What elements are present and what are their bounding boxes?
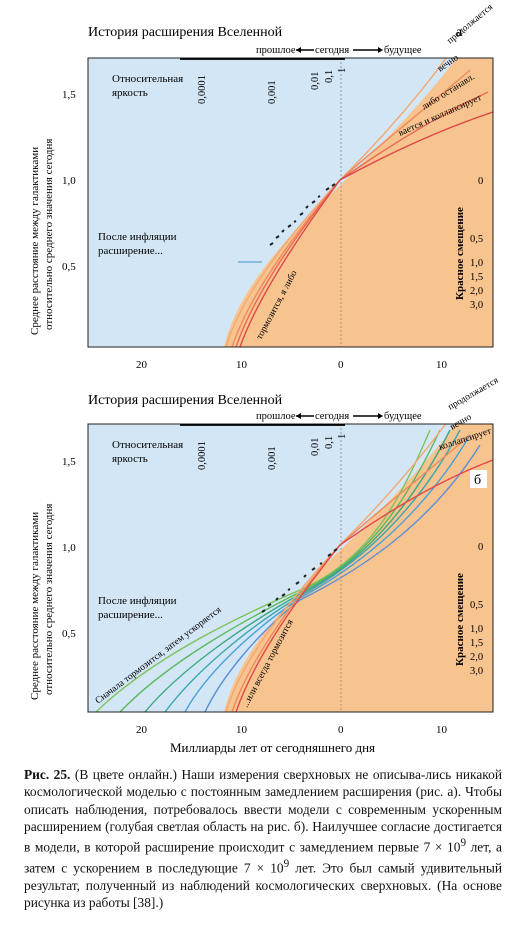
panel-b-brightness-tick-1: 0,001 xyxy=(267,446,278,470)
caption-tail: лет. Это был самый удивительный результа… xyxy=(24,860,502,911)
panel-b-time-now: сегодня xyxy=(315,411,349,422)
panel-a: История расширения Вселенной а прошлое с… xyxy=(29,2,496,371)
panel-b-redshift-tick-0: 0 xyxy=(478,542,483,553)
panel-a-frame xyxy=(87,57,494,348)
panel-b-x-tick-0: 20 xyxy=(136,724,148,736)
figure: История расширения Вселенной а прошлое с… xyxy=(29,2,501,755)
panel-b-time-past: прошлое xyxy=(256,411,296,422)
panel-b-time-future: будущее xyxy=(384,411,422,422)
panel-b-orange-region xyxy=(224,424,493,712)
panel-a-redshift-tick-2: 1,0 xyxy=(470,258,483,269)
panel-b-arrowhead-right xyxy=(378,413,383,419)
panel-b-brightness-label-2: яркость xyxy=(112,453,148,465)
panel-a-brightness-tick-2: 0,01 xyxy=(310,72,321,90)
panel-a-x-tick-0: 20 xyxy=(136,359,148,371)
caption-exp-1: 9 xyxy=(460,837,467,850)
panel-b-redshift-tick-3: 1,5 xyxy=(470,638,483,649)
panel-a-redshift-tick-4: 2,0 xyxy=(470,286,483,297)
panel-b-curves xyxy=(95,424,493,712)
panel-a-x-tick-1: 10 xyxy=(236,359,248,371)
panel-b-inflation-1: После инфляции xyxy=(98,595,177,607)
panel-a-redshift-tick-0: 0 xyxy=(478,176,483,187)
panel-a-brightness-tick-1: 0,001 xyxy=(267,80,278,104)
caption-body: (В цвете онлайн.) Наши измерения сверхно… xyxy=(24,767,502,855)
panel-b-y-label-1: Среднее расстояние между галактиками xyxy=(29,512,41,700)
panel-b-y-tick-1: 1,0 xyxy=(62,542,76,554)
panel-b-letter: б xyxy=(474,473,481,488)
panel-b-data-points xyxy=(261,548,338,613)
panel-a-orange-region xyxy=(224,58,493,347)
panel-a-y-label-1: Среднее расстояние между галактиками xyxy=(29,147,41,335)
caption-exp-2: 9 xyxy=(283,857,290,870)
panel-a-y-tick-1: 1,0 xyxy=(62,175,76,187)
panel-a-curve-label-0: продолжается xyxy=(446,2,496,46)
panel-a-time-now: сегодня xyxy=(315,45,349,56)
figure-caption: Рис. 25. (В цвете онлайн.) Наши измерени… xyxy=(24,766,502,911)
panel-b-brightness-tick-2: 0,01 xyxy=(310,438,321,456)
panel-a-inflation-1: После инфляции xyxy=(98,231,177,243)
panel-a-letter: а xyxy=(456,25,463,40)
panel-a-y-tick-0: 1,5 xyxy=(62,89,76,101)
caption-mid: лет, а затем с ускорением в последующие … xyxy=(24,839,502,876)
panel-b-x-tick-2: 0 xyxy=(338,724,344,736)
panel-b-x-tick-1: 10 xyxy=(236,724,248,736)
panel-b-green-2 xyxy=(119,429,441,712)
panel-a-x-tick-2: 0 xyxy=(338,359,344,371)
panel-b-letter-box xyxy=(470,470,487,488)
panel-a-y-tick-2: 0,5 xyxy=(62,261,76,273)
panel-a-brightness-label-2: яркость xyxy=(112,87,148,99)
panel-b-redshift-tick-1: 0,5 xyxy=(470,600,483,611)
panel-b-y-label-2: относительно среднего значения сегодня xyxy=(43,504,55,695)
panel-a-x-tick-3: 10 xyxy=(436,359,448,371)
panel-b-brightness-tick-0: 0,0001 xyxy=(197,441,208,470)
panel-b-brightness-label-1: Относительная xyxy=(112,439,183,451)
panel-a-redshift-label: Красное смещение xyxy=(454,207,466,300)
panel-a-redshift-tick-3: 1,5 xyxy=(470,272,483,283)
panel-a-brightness-tick-0: 0,0001 xyxy=(197,75,208,104)
panel-a-inflation-2: расширение... xyxy=(98,245,163,257)
panel-b-arrowhead-left xyxy=(296,413,301,419)
panel-a-title: История расширения Вселенной xyxy=(88,25,283,40)
panel-b-x-axis-label: Миллиарды лет от сегодняшнего дня xyxy=(170,740,375,755)
panel-b-brightness-tick-3: 0,1 xyxy=(324,436,335,449)
panel-a-brightness-tick-3: 0,1 xyxy=(324,70,335,83)
panel-a-brightness-tick-4: 1 xyxy=(337,68,348,73)
panel-b-brightness-tick-4: 1 xyxy=(337,434,348,439)
panel-a-arrowhead-left xyxy=(296,47,301,53)
panel-b-curve-label-0: продолжается xyxy=(447,375,501,412)
panel-b-y-tick-0: 1,5 xyxy=(62,456,76,468)
panel-b-red-3 xyxy=(235,459,493,712)
panel-a-brightness-label-1: Относительная xyxy=(112,73,183,85)
panel-b-y-tick-2: 0,5 xyxy=(62,628,76,640)
panel-b-redshift-tick-4: 2,0 xyxy=(470,652,483,663)
panel-b-redshift-tick-2: 1,0 xyxy=(470,624,483,635)
panel-b-frame xyxy=(87,423,494,713)
panel-b: История расширения Вселенной б прошлое с… xyxy=(29,375,501,755)
panel-b-title: История расширения Вселенной xyxy=(88,393,283,408)
panel-a-redshift-tick-1: 0,5 xyxy=(470,234,483,245)
panel-b-teal-2 xyxy=(184,434,471,712)
panel-a-redshift-tick-5: 3,0 xyxy=(470,300,483,311)
panel-b-redshift-tick-5: 3,0 xyxy=(470,666,483,677)
panel-a-data-points xyxy=(269,183,336,246)
caption-label: Рис. 25. xyxy=(24,767,71,782)
panel-b-blue-1 xyxy=(204,444,481,712)
panel-b-x-tick-3: 10 xyxy=(436,724,448,736)
panel-a-curves xyxy=(224,58,493,347)
panel-a-y-label-2: относительно среднего значения сегодня xyxy=(43,139,55,330)
panel-a-time-past: прошлое xyxy=(256,45,296,56)
panel-a-curve-4 xyxy=(239,111,493,347)
panel-b-inflation-2: расширение... xyxy=(98,609,163,621)
panel-a-time-future: будущее xyxy=(384,45,422,56)
panel-b-redshift-label: Красное смещение xyxy=(454,573,466,666)
panel-a-arrowhead-right xyxy=(378,47,383,53)
